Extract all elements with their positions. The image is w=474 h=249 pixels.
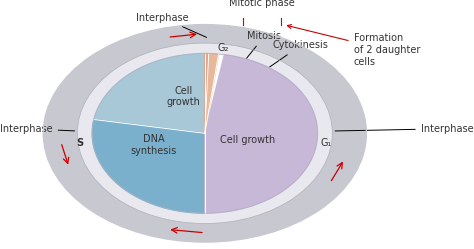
Polygon shape [205, 54, 219, 133]
Text: Interphase: Interphase [0, 124, 74, 134]
Text: G₂: G₂ [218, 43, 229, 53]
Polygon shape [205, 54, 209, 133]
Text: Cell growth: Cell growth [220, 135, 275, 145]
Ellipse shape [92, 54, 318, 213]
Polygon shape [92, 120, 205, 213]
Text: Formation
of 2 daughter
cells: Formation of 2 daughter cells [287, 25, 420, 67]
Text: Interphase: Interphase [335, 124, 474, 134]
Text: Cell
growth: Cell growth [167, 85, 201, 107]
Text: Cytokinesis: Cytokinesis [250, 40, 328, 81]
Text: Mitotic phase: Mitotic phase [229, 0, 295, 8]
Text: S: S [76, 138, 83, 148]
Text: Mitosis: Mitosis [237, 31, 282, 71]
Ellipse shape [43, 25, 366, 242]
Text: G₁: G₁ [320, 138, 332, 148]
Polygon shape [94, 54, 205, 133]
Text: DNA
synthesis: DNA synthesis [131, 134, 177, 156]
Text: Interphase: Interphase [136, 13, 207, 37]
Polygon shape [205, 55, 318, 213]
Ellipse shape [77, 43, 332, 224]
